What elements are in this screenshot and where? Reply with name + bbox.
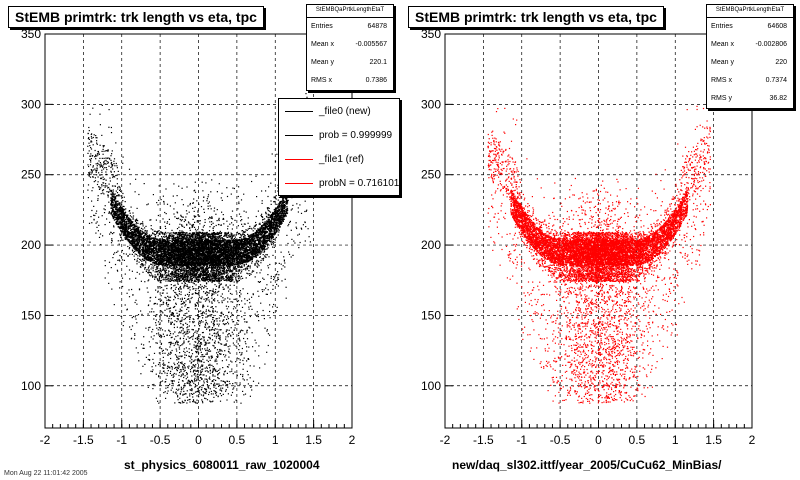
x-tick-label: -1.5 [473, 433, 494, 447]
y-tick-label: 200 [21, 238, 41, 252]
right-stats-row: RMS y 36.82 [707, 90, 793, 108]
scatter-points [87, 93, 311, 404]
left-stats-row: Mean x -0.005567 [307, 36, 393, 54]
left-stats-row: Mean y 220.1 [307, 54, 393, 72]
y-tick-label: 250 [21, 168, 41, 182]
x-tick-label: -1 [516, 433, 527, 447]
x-tick-label: -0.5 [150, 433, 171, 447]
y-tick-label: 100 [421, 379, 441, 393]
x-tick-label: 1.5 [705, 433, 722, 447]
scatter-points [487, 93, 711, 404]
y-tick-label: 150 [21, 308, 41, 322]
plot-area [445, 34, 752, 428]
x-tick-label: -1 [116, 433, 127, 447]
x-tick-label: -2 [40, 433, 51, 447]
x-tick-label: 0 [595, 433, 602, 447]
left-pad: -2 -1.5 -1 -0.5 0 0.5 1 1.5 2 100 150 200 250 300 350 … [8, 4, 400, 472]
right-stats-row: Mean x -0.002806 [707, 36, 793, 54]
legend-entry: _file0 (new) [279, 99, 399, 123]
right-stats-box: StEMBQaPrtkLengthEtaT Entries 64608 Mean … [706, 4, 794, 109]
right-pad: -2 -1.5 -1 -0.5 0 0.5 1 1.5 2 100 150 200 250 300 350 … [400, 0, 800, 480]
x-tick-label: -1.5 [73, 433, 94, 447]
left-stats-box: StEMBQaPrtkLengthEtaT Entries 64878 Mean … [306, 4, 394, 91]
legend-entry: prob = 0.999999 [279, 123, 399, 147]
x-tick-label: 0 [195, 433, 202, 447]
right-scatter-plot: -2 -1.5 -1 -0.5 0 0.5 1 1.5 2 100 150 200 250 300 350 [421, 27, 756, 447]
left-chart-title: StEMB primtrk: trk length vs eta, tpc [8, 6, 264, 28]
x-tick-label: 1 [672, 433, 679, 447]
y-tick-label: 200 [421, 238, 441, 252]
footer-timestamp: Mon Aug 22 11:01:42 2005 [4, 470, 88, 477]
y-tick-label: 350 [421, 27, 441, 41]
left-stats-row: Entries 64878 [307, 18, 393, 36]
x-tick-label: 1 [272, 433, 279, 447]
left-stats-name: StEMBQaPrtkLengthEtaT [307, 5, 393, 18]
y-tick-label: 300 [421, 97, 441, 111]
x-tick-label: 0.5 [629, 433, 646, 447]
legend-entry: _file1 (ref) [279, 147, 399, 171]
left-x-axis-label: st_physics_6080011_raw_1020004 [124, 458, 320, 472]
left-legend: _file0 (new) prob = 0.999999 _file1 (ref… [278, 98, 400, 196]
y-tick-label: 150 [421, 308, 441, 322]
legend-entry: probN = 0.716101 [279, 171, 399, 195]
y-tick-label: 300 [21, 97, 41, 111]
right-chart-title: StEMB primtrk: trk length vs eta, tpc [408, 6, 664, 28]
x-tick-label: -0.5 [550, 433, 571, 447]
x-tick-label: -2 [440, 433, 451, 447]
y-tick-label: 350 [21, 27, 41, 41]
x-tick-label: 2 [349, 433, 356, 447]
right-stats-row: Entries 64608 [707, 18, 793, 36]
left-stats-row: RMS x 0.7386 [307, 72, 393, 90]
right-stats-name: StEMBQaPrtkLengthEtaT [707, 5, 793, 18]
right-stats-row: RMS x 0.7374 [707, 72, 793, 90]
x-tick-label: 1.5 [305, 433, 322, 447]
y-tick-label: 100 [21, 379, 41, 393]
x-tick-label: 2 [749, 433, 756, 447]
x-tick-label: 0.5 [229, 433, 246, 447]
right-x-axis-label: new/daq_sl302.ittf/year_2005/CuCu62_MinB… [452, 458, 721, 472]
right-stats-row: Mean y 220 [707, 54, 793, 72]
y-tick-label: 250 [421, 168, 441, 182]
